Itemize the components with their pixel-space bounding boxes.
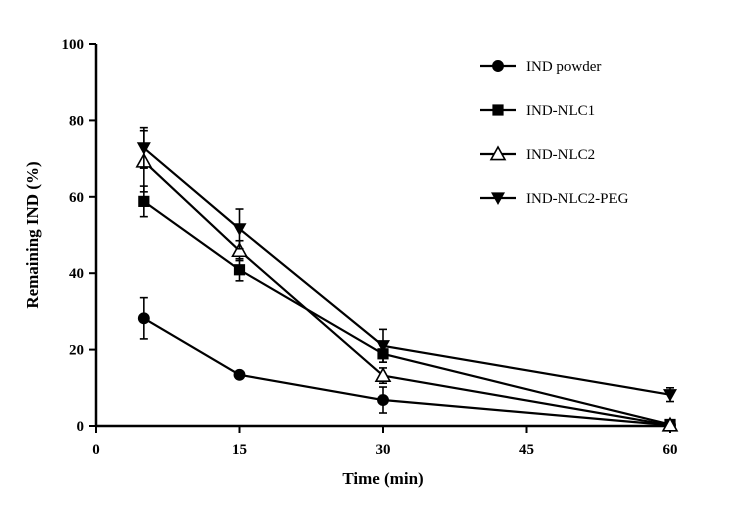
legend-item: IND-NLC1: [480, 103, 595, 119]
x-tick-label: 15: [232, 442, 247, 458]
data-point: [138, 195, 150, 207]
data-point: [376, 340, 390, 353]
y-tick-label: 20: [69, 343, 84, 359]
y-tick-label: 60: [69, 190, 84, 206]
legend-label: IND powder: [526, 59, 601, 75]
series-layer: [135, 126, 679, 432]
data-point: [374, 366, 392, 382]
x-axis-title: Time (min): [342, 469, 423, 488]
series-line: [143, 147, 671, 396]
series-ind-nlc1: [138, 185, 676, 431]
x-tick-label: 30: [376, 442, 391, 458]
series-line: [143, 160, 671, 427]
series-ind-powder: [137, 296, 676, 432]
legend: IND powder IND-NLC1 IND-NLC2 IND-NLC2-PEG: [480, 59, 629, 207]
data-point: [661, 416, 679, 432]
legend-label: IND-NLC2: [526, 147, 595, 163]
legend-item: IND powder: [480, 59, 601, 75]
data-point: [232, 223, 247, 236]
legend-marker: [491, 192, 505, 205]
series-ind-nlc2-peg: [136, 126, 677, 403]
x-ticks: 0 15 30 45 60: [92, 426, 678, 458]
data-point: [137, 312, 150, 325]
x-tick-label: 0: [92, 442, 100, 458]
data-point: [136, 142, 151, 155]
data-point: [663, 389, 677, 402]
y-axis-title: Remaining IND (%): [23, 161, 42, 308]
legend-marker: [489, 145, 507, 161]
y-tick-label: 40: [69, 266, 84, 282]
x-tick-label: 45: [519, 442, 534, 458]
legend-item: IND-NLC2-PEG: [480, 191, 629, 207]
legend-marker: [492, 60, 504, 72]
legend-marker: [492, 104, 504, 116]
data-point: [233, 264, 246, 276]
legend-label: IND-NLC1: [526, 103, 595, 119]
legend-label: IND-NLC2-PEG: [526, 191, 629, 207]
data-point: [231, 242, 248, 258]
y-tick-label: 0: [77, 419, 85, 435]
x-tick-label: 60: [663, 442, 678, 458]
series-line: [143, 317, 671, 427]
y-tick-label: 100: [62, 37, 85, 53]
data-point: [377, 394, 389, 406]
y-ticks: 0 20 40 60 80 100: [62, 37, 96, 435]
y-tick-label: 80: [69, 113, 84, 129]
series-ind-nlc2: [135, 129, 679, 432]
legend-item: IND-NLC2: [480, 145, 595, 163]
data-point: [233, 368, 246, 381]
